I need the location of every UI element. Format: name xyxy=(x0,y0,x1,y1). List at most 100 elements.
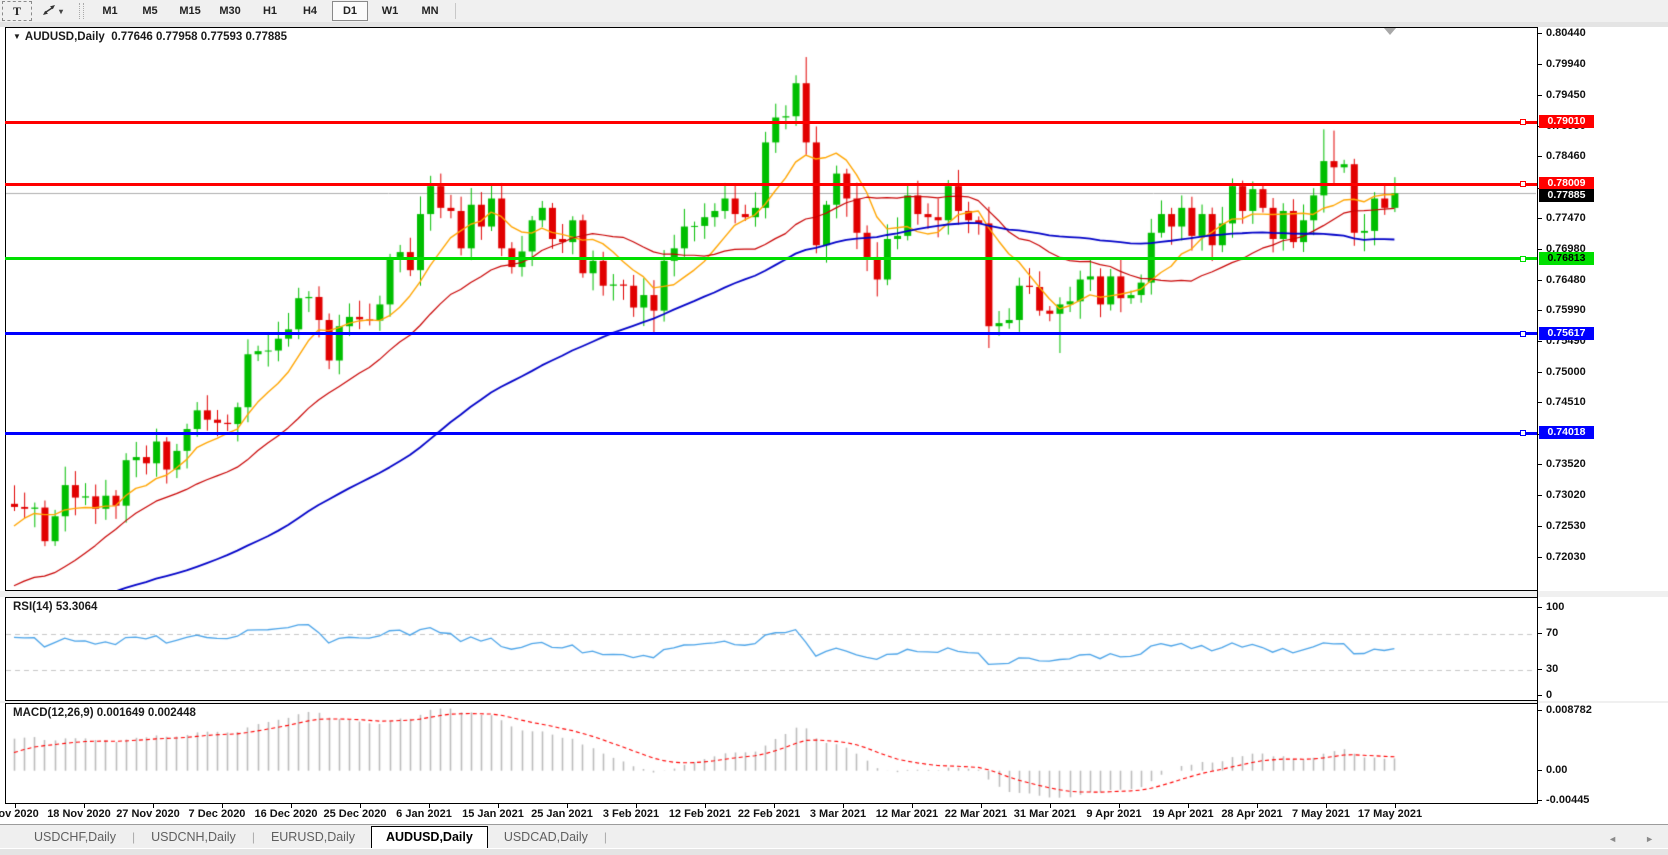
tab-scroll-right-icon[interactable]: ► xyxy=(1645,834,1654,844)
macd-axis-tick xyxy=(1537,769,1542,771)
rsi-axis-tick xyxy=(1537,695,1542,696)
macd-signal-value: 0.002448 xyxy=(147,707,196,719)
date-label: 22 Feb 2021 xyxy=(737,808,801,820)
horizontal-level-line[interactable] xyxy=(5,332,1537,336)
date-tick xyxy=(774,804,775,808)
macd-axis-label: -0.00445 xyxy=(1546,793,1590,806)
tab-eurusd-daily[interactable]: EURUSD,Daily xyxy=(270,830,355,844)
horizontal-level-line[interactable] xyxy=(5,120,1537,124)
price-axis-label: 0.73020 xyxy=(1546,489,1586,502)
chart-symbol-label: AUDUSD,Daily xyxy=(24,31,105,43)
hline-handle[interactable] xyxy=(1520,181,1526,188)
hline-handle[interactable] xyxy=(1520,119,1526,126)
macd-axis-tick xyxy=(1537,710,1542,711)
date-tick xyxy=(1119,804,1120,808)
date-tick xyxy=(1257,804,1258,808)
text-tool-button[interactable]: T xyxy=(2,1,32,21)
price-axis-tick xyxy=(1537,156,1542,158)
tab-usdcad-daily[interactable]: USDCAD,Daily xyxy=(503,830,588,844)
period-button-mn[interactable]: MN xyxy=(421,5,439,17)
tab-usdchf-daily[interactable]: USDCHF,Daily xyxy=(34,830,116,844)
price-axis-label: 0.79940 xyxy=(1546,58,1586,71)
date-tick xyxy=(1326,804,1327,808)
arrows-tool-button[interactable]: ▾ xyxy=(36,1,69,21)
horizontal-level-line[interactable] xyxy=(5,431,1537,435)
rsi-canvas[interactable] xyxy=(6,598,1536,700)
chart-shift-marker-icon[interactable] xyxy=(1384,28,1396,35)
date-label: 22 Mar 2021 xyxy=(944,808,1008,820)
rsi-axis-label: 70 xyxy=(1546,627,1559,640)
macd-canvas[interactable] xyxy=(6,704,1536,803)
tab-separator: | xyxy=(603,830,607,844)
date-label: 12 Feb 2021 xyxy=(668,808,732,820)
period-button-d1[interactable]: D1 xyxy=(332,1,369,21)
price-axis-label: 0.73520 xyxy=(1546,458,1586,471)
date-tick xyxy=(1050,804,1051,808)
tab-usdcnh-daily[interactable]: USDCNH,Daily xyxy=(151,830,236,844)
rsi-indicator-name: RSI(14) xyxy=(13,601,53,613)
rsi-axis-label: 30 xyxy=(1546,662,1559,675)
date-tick xyxy=(498,804,499,808)
date-label: 9 Apr 2021 xyxy=(1086,808,1142,820)
rsi-axis-label: 100 xyxy=(1546,601,1565,613)
price-axis-tick xyxy=(1537,402,1542,404)
date-label: 3 Feb 2021 xyxy=(602,808,660,820)
tab-separator: | xyxy=(251,830,255,844)
macd-indicator-name: MACD(12,26,9) xyxy=(13,707,94,719)
price-axis-label: 0.76480 xyxy=(1546,273,1586,286)
price-axis-label: 0.80440 xyxy=(1546,27,1586,39)
price-tag: 0.74018 xyxy=(1539,426,1594,440)
tab-scroll-left-icon[interactable]: ◄ xyxy=(1608,834,1618,844)
price-axis-tick xyxy=(1537,64,1542,66)
price-axis-tick xyxy=(1537,218,1542,220)
date-tick xyxy=(222,804,223,808)
price-tag: 0.75617 xyxy=(1539,326,1594,340)
price-axis-tick xyxy=(1537,464,1542,466)
price-axis-tick xyxy=(1537,341,1542,343)
date-label: 12 Mar 2021 xyxy=(875,808,939,820)
horizontal-level-line[interactable] xyxy=(5,182,1537,186)
date-tick xyxy=(705,804,706,808)
period-button-m30[interactable]: M30 xyxy=(219,5,241,17)
price-axis-label: 0.78460 xyxy=(1546,150,1586,163)
tab-audusd-daily[interactable]: AUDUSD,Daily xyxy=(370,826,488,849)
symbol-dropdown-icon[interactable]: ▼ xyxy=(13,32,21,41)
date-label: 6 Jan 2021 xyxy=(396,808,452,820)
bid-price-tag: 0.77885 xyxy=(1539,189,1594,203)
rsi-axis-label: 0 xyxy=(1546,689,1553,701)
panel-splitter[interactable] xyxy=(0,591,1668,597)
price-axis-label: 0.72530 xyxy=(1546,519,1586,532)
hline-handle[interactable] xyxy=(1520,430,1526,437)
status-strip xyxy=(0,848,1668,855)
date-label: 19 Apr 2021 xyxy=(1152,808,1214,820)
date-label: 31 Mar 2021 xyxy=(1013,808,1077,820)
date-label: 27 Nov 2020 xyxy=(116,808,180,820)
period-button-m1[interactable]: M1 xyxy=(102,5,118,17)
price-axis-tick xyxy=(1537,248,1542,250)
date-label: 7 May 2021 xyxy=(1291,808,1351,820)
period-button-m15[interactable]: M15 xyxy=(179,5,201,17)
date-tick xyxy=(291,804,292,808)
toolbar-grip[interactable] xyxy=(79,3,85,19)
price-axis-spine xyxy=(1537,27,1538,804)
hline-handle[interactable] xyxy=(1520,255,1526,262)
panel-splitter[interactable] xyxy=(0,701,1668,703)
chevron-down-icon: ▾ xyxy=(59,6,64,16)
hline-handle[interactable] xyxy=(1520,330,1526,337)
price-tag: 0.79010 xyxy=(1539,115,1594,129)
macd-panel: MACD(12,26,9) 0.001649 0.002448 xyxy=(5,703,1537,804)
price-chart-canvas[interactable] xyxy=(6,28,1536,590)
price-axis-label: 0.77470 xyxy=(1546,212,1586,225)
price-axis-label: 0.79450 xyxy=(1546,88,1586,101)
horizontal-level-line[interactable] xyxy=(5,257,1537,261)
rsi-current-value: 53.3064 xyxy=(55,601,98,613)
price-axis-tick xyxy=(1537,557,1542,559)
price-axis-tick xyxy=(1537,495,1542,497)
macd-label: MACD(12,26,9) 0.001649 0.002448 xyxy=(13,707,196,719)
price-tag: 0.78009 xyxy=(1539,177,1594,191)
chart-scrollbar-strip[interactable] xyxy=(0,22,1668,27)
period-button-w1[interactable]: W1 xyxy=(381,5,399,17)
period-button-h1[interactable]: H1 xyxy=(262,5,278,17)
period-button-m5[interactable]: M5 xyxy=(142,5,158,17)
period-button-h4[interactable]: H4 xyxy=(302,5,318,17)
